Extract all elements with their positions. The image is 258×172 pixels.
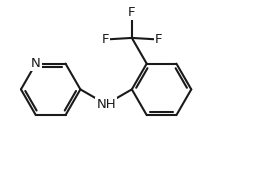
Text: N: N	[31, 57, 41, 70]
Text: F: F	[101, 33, 109, 46]
Text: F: F	[128, 6, 136, 19]
Text: F: F	[155, 33, 162, 46]
Text: NH: NH	[96, 98, 116, 111]
